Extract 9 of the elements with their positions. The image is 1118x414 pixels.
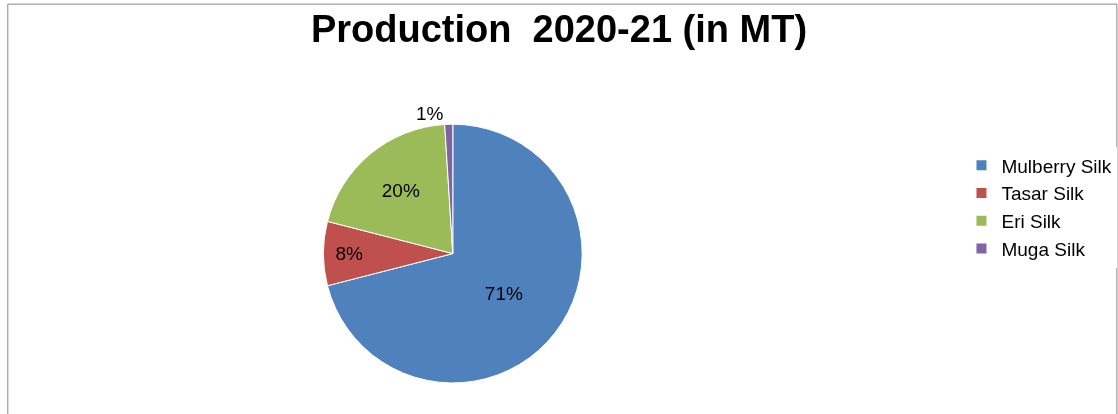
data-label: 20% — [381, 180, 420, 202]
legend-label: Mulberry Silk — [1001, 155, 1112, 177]
legend-label: Muga Silk — [1001, 238, 1086, 260]
data-label: 71% — [484, 282, 523, 304]
legend-label: Eri Silk — [1001, 211, 1062, 233]
data-label: 1% — [415, 103, 444, 125]
data-label: 8% — [335, 243, 363, 265]
legend-label: Tasar Silk — [1001, 183, 1085, 205]
chart-title: Production 2020-21 (in MT) — [310, 8, 808, 51]
